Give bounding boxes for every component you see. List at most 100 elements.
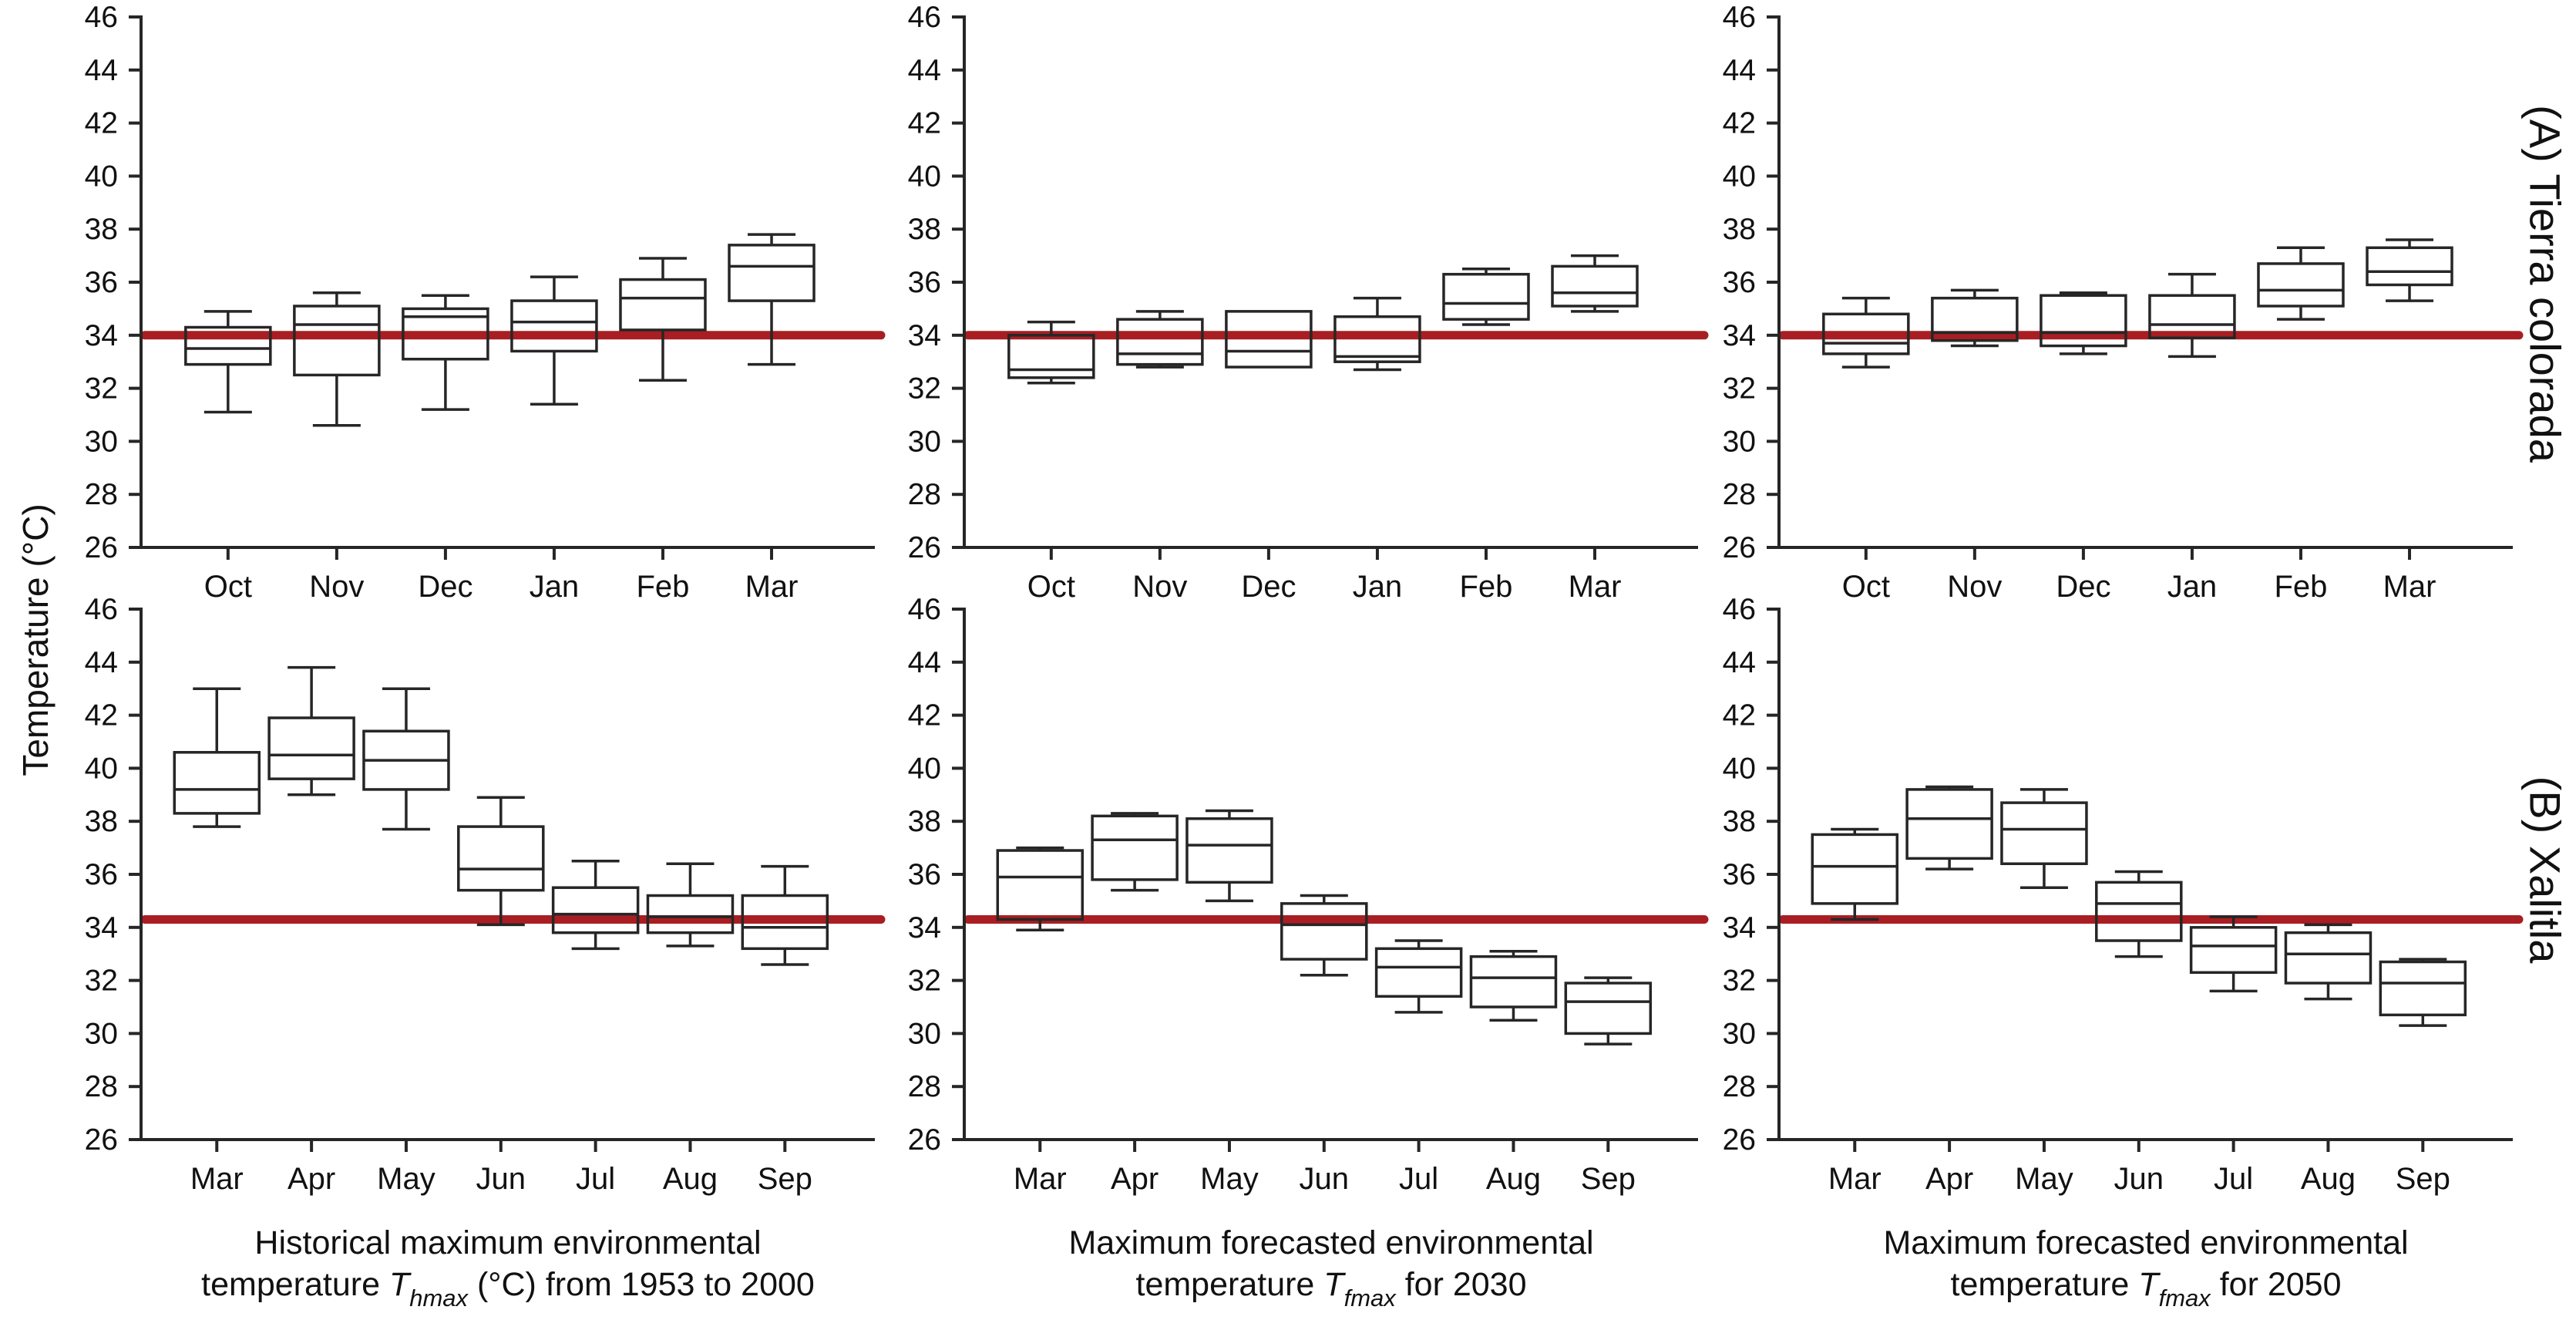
- iqr-box: [619, 278, 707, 332]
- month-label: Jun: [1300, 1162, 1350, 1196]
- iqr-box: [2284, 931, 2373, 985]
- caption-line1: Maximum forecasted environmental: [1883, 1224, 2409, 1261]
- month-label: Dec: [1241, 570, 1296, 604]
- y-tick-label: 32: [1723, 965, 1756, 998]
- caption-line1: Historical maximum environmental: [254, 1224, 762, 1261]
- y-tick-label: 44: [1723, 54, 1756, 87]
- month-label: Sep: [1581, 1162, 1636, 1196]
- box-oct: [184, 310, 272, 414]
- y-axis-title: Temperature (°C): [15, 503, 55, 776]
- y-tick-label: 42: [908, 699, 941, 732]
- row-label-xalitla: (B) Xalitla: [2521, 776, 2570, 964]
- month-label: Nov: [309, 570, 364, 604]
- y-tick-label: 30: [85, 1017, 118, 1050]
- y-tick-label: 28: [85, 1070, 118, 1103]
- panel-A2: 26 28 30 32 34 36 38 40 42 44 46 Oct Nov Dec Jan Feb Mar: [908, 1, 1709, 604]
- month-label: Jan: [530, 570, 580, 604]
- month-label: Aug: [663, 1162, 718, 1196]
- y-tick-label: 34: [908, 319, 941, 352]
- caption-line2: temperature Tfmax for 2030: [1135, 1266, 1527, 1312]
- y-tick-label: 32: [85, 372, 118, 406]
- box-apr: [1091, 812, 1179, 892]
- box-may: [2000, 788, 2088, 889]
- month-label: Oct: [1842, 570, 1890, 604]
- y-tick-label: 30: [85, 425, 118, 458]
- month-label: Feb: [2275, 570, 2328, 604]
- y-tick-label: 46: [85, 1, 118, 34]
- iqr-box: [293, 305, 381, 377]
- y-tick-label: 44: [85, 54, 118, 87]
- iqr-box: [2189, 926, 2278, 975]
- panel-B3: 26 28 30 32 34 36 38 40 42 44 46 Mar Apr May Jun Jul Aug…: [1723, 593, 2524, 1196]
- y-tick-label: 32: [908, 965, 941, 998]
- y-tick-label: 32: [1723, 372, 1756, 406]
- y-tick-label: 30: [908, 1017, 941, 1050]
- box-jan: [1333, 296, 1421, 372]
- month-label: Feb: [1460, 570, 1513, 604]
- panel-A3: 26 28 30 32 34 36 38 40 42 44 46 Oct Nov Dec Jan Feb Mar: [1723, 1, 2524, 604]
- month-label: Jan: [1353, 570, 1403, 604]
- box-nov: [1116, 310, 1204, 369]
- month-label: Mar: [190, 1162, 244, 1196]
- y-tick-label: 40: [85, 160, 118, 193]
- iqr-box: [402, 307, 489, 361]
- y-tick-label: 36: [908, 858, 941, 891]
- y-tick-label: 46: [908, 593, 941, 626]
- y-tick-label: 36: [85, 266, 118, 299]
- box-mar: [996, 846, 1085, 931]
- y-tick-label: 36: [1723, 266, 1756, 299]
- y-tick-label: 38: [908, 213, 941, 246]
- y-tick-label: 38: [1723, 213, 1756, 246]
- y-tick-label: 28: [1723, 478, 1756, 511]
- y-tick-label: 38: [85, 805, 118, 838]
- month-label: Jul: [2214, 1162, 2253, 1196]
- y-tick-label: 40: [908, 160, 941, 193]
- box-aug: [1469, 950, 1558, 1022]
- panel-B2: 26 28 30 32 34 36 38 40 42 44 46 Mar Apr May Jun Jul Aug…: [908, 593, 1709, 1196]
- box-mar: [728, 233, 816, 366]
- box-dec: [402, 294, 489, 411]
- y-tick-label: 46: [908, 1, 941, 34]
- month-label: Aug: [1486, 1162, 1541, 1196]
- month-label: Jul: [576, 1162, 615, 1196]
- month-label: Nov: [1132, 570, 1187, 604]
- iqr-box: [741, 894, 829, 951]
- y-tick-label: 34: [85, 911, 118, 945]
- box-nov: [1931, 288, 2019, 348]
- y-tick-label: 28: [85, 478, 118, 511]
- iqr-box: [457, 825, 545, 892]
- box-jul: [551, 860, 640, 951]
- month-label: Mar: [1828, 1162, 1882, 1196]
- y-tick-label: 38: [85, 213, 118, 246]
- iqr-box: [1280, 902, 1368, 961]
- month-label: Jun: [2114, 1162, 2164, 1196]
- box-may: [362, 687, 450, 831]
- iqr-box: [1469, 955, 1558, 1009]
- month-label: Mar: [745, 570, 799, 604]
- y-tick-label: 32: [85, 965, 118, 998]
- month-label: Jul: [1399, 1162, 1438, 1196]
- iqr-box: [2000, 801, 2088, 865]
- month-label: Apr: [1925, 1162, 1973, 1196]
- y-tick-label: 36: [1723, 858, 1756, 891]
- box-may: [1185, 809, 1273, 903]
- iqr-box: [2095, 881, 2183, 942]
- month-label: Apr: [288, 1162, 335, 1196]
- x-axis-caption-2050: Maximum forecasted environmental temperat…: [1760, 1222, 2531, 1312]
- iqr-box: [1225, 310, 1313, 369]
- month-label: May: [377, 1162, 435, 1196]
- box-aug: [2284, 923, 2373, 1001]
- iqr-box: [1822, 312, 1910, 355]
- y-tick-label: 38: [908, 805, 941, 838]
- iqr-box: [1905, 788, 1993, 860]
- y-tick-label: 46: [1723, 593, 1756, 626]
- iqr-box: [996, 849, 1085, 921]
- box-nov: [293, 291, 381, 427]
- iqr-box: [2148, 294, 2236, 339]
- y-tick-label: 26: [85, 1123, 118, 1157]
- box-feb: [2257, 246, 2345, 321]
- month-label: Jan: [2167, 570, 2218, 604]
- y-tick-label: 26: [1723, 1123, 1756, 1157]
- month-label: Dec: [2056, 570, 2110, 604]
- y-tick-label: 42: [85, 699, 118, 732]
